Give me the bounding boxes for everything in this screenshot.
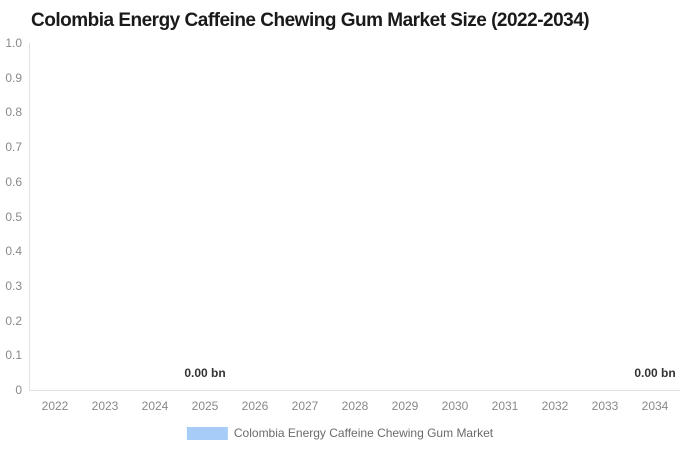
- x-tick-label: 2029: [391, 399, 419, 413]
- x-tick-label: 2026: [241, 399, 269, 413]
- legend-swatch: [186, 427, 228, 440]
- data-label-2034: 0.00 bn: [634, 366, 676, 380]
- y-tick-label: 0.7: [5, 140, 22, 155]
- y-tick-label: 0.5: [5, 209, 22, 224]
- x-tick-label: 2028: [341, 399, 369, 413]
- chart-title: Colombia Energy Caffeine Chewing Gum Mar…: [31, 10, 590, 31]
- y-tick-label: 0.6: [5, 174, 22, 189]
- x-tick-label: 2024: [141, 399, 169, 413]
- y-tick-label: 0.2: [5, 313, 22, 328]
- x-tick-label: 2034: [641, 399, 669, 413]
- y-tick-label: 0.3: [5, 278, 22, 293]
- x-tick-label: 2031: [491, 399, 519, 413]
- y-tick-label: 0: [15, 383, 22, 397]
- x-tick-label: 2025: [191, 399, 219, 413]
- x-axis-line: [29, 390, 680, 391]
- x-tick-label: 2033: [591, 399, 619, 413]
- legend-label: Colombia Energy Caffeine Chewing Gum Mar…: [233, 426, 494, 440]
- data-label-2025: 0.00 bn: [184, 366, 226, 380]
- x-tick-label: 2022: [41, 399, 69, 413]
- y-tick-label: 1.0: [5, 36, 22, 50]
- x-tick-label: 2027: [291, 399, 319, 413]
- legend-item[interactable]: Colombia Energy Caffeine Chewing Gum Mar…: [186, 426, 494, 441]
- y-axis-line: [29, 43, 30, 390]
- x-tick-label: 2030: [441, 399, 469, 413]
- y-tick-label: 0.1: [5, 348, 22, 363]
- y-tick-label: 0.8: [5, 105, 22, 120]
- x-tick-label: 2032: [541, 399, 569, 413]
- y-tick-label: 0.9: [5, 70, 22, 85]
- y-tick-label: 0.4: [5, 244, 22, 259]
- x-tick-label: 2023: [91, 399, 119, 413]
